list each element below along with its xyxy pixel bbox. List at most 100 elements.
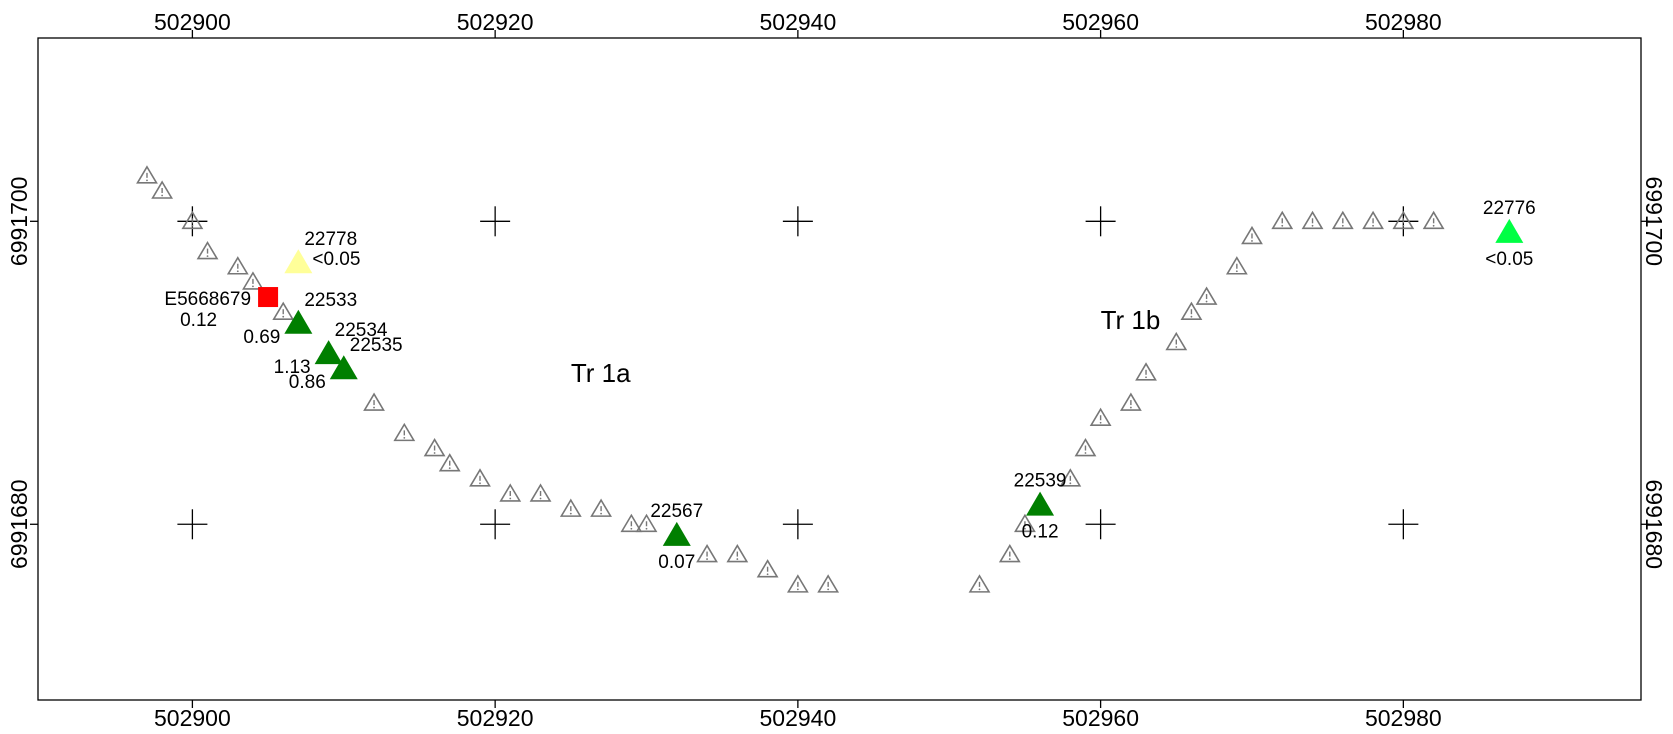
sample-point-warning-icon: [272, 301, 295, 320]
assay-sample-id: 22567: [650, 501, 703, 522]
grid-cross: [177, 509, 208, 540]
exclamation-dot: [403, 436, 406, 439]
exclamation-dot: [206, 255, 209, 257]
exclamation-dot: [479, 482, 481, 485]
assay-sample-id: 22533: [304, 290, 357, 311]
assay-sample-id: 22539: [1014, 471, 1067, 492]
exclamation-dot: [978, 588, 981, 591]
exclamation-dot: [1084, 452, 1087, 454]
sample-point-warning-icon: [529, 483, 552, 502]
triangle-outline: [363, 392, 385, 411]
exclamation-dot: [161, 194, 164, 197]
sample-point-warning-icon: [226, 256, 249, 275]
assay-value: 0.69: [243, 327, 280, 348]
triangle-outline: [136, 165, 158, 184]
exclamation-dot: [1129, 406, 1132, 409]
sample-point-warning-icon: [1241, 225, 1263, 245]
exclamation-dot: [1205, 300, 1208, 303]
sample-point-warning-icon: [1059, 468, 1082, 487]
exclamation-dot: [191, 224, 194, 227]
sample-point-warning-icon: [1225, 256, 1248, 275]
grid-cross: [1085, 206, 1116, 237]
exclamation-dot: [146, 179, 148, 182]
sample-point-warning-icon: [1362, 210, 1384, 230]
exclamation-dot: [282, 315, 285, 318]
x-tick-label-bottom: 502980: [1365, 705, 1442, 731]
assay-triangle-marker: [284, 249, 313, 274]
exclamation-dot: [1251, 240, 1253, 242]
grid-crosses: [177, 206, 1419, 540]
assay-point: 22776 <0.05: [1483, 198, 1536, 270]
exclamation-dot: [1175, 346, 1178, 348]
triangle-outline: [1089, 407, 1112, 427]
exclamation-dot: [1099, 421, 1102, 424]
assay-sample-id: 22534: [335, 320, 388, 341]
triangle-outline: [1014, 513, 1036, 533]
exclamation-dot: [1190, 315, 1193, 318]
sample-point-warning-icon: [438, 453, 461, 472]
axis-ticks: [30, 30, 1649, 708]
triangle-outline: [196, 241, 219, 260]
sample-point-warning-icon: [696, 544, 718, 563]
sample-point-warning-icon: [1271, 210, 1294, 230]
assay-value: 0.12: [1022, 522, 1059, 543]
x-tick-label-top: 502920: [457, 9, 534, 35]
assay-point: 22535 0.86: [289, 335, 403, 393]
triangle-outline: [423, 437, 446, 457]
triangle-outline: [1422, 210, 1445, 230]
sample-point-warning-icon: [1180, 301, 1203, 320]
triangle-outline: [151, 180, 174, 199]
x-tick-label-top: 502980: [1365, 9, 1442, 35]
exclamation-dot: [766, 573, 769, 576]
exclamation-dot: [569, 512, 572, 515]
triangle-outline: [438, 453, 461, 472]
exclamation-dot: [1372, 224, 1374, 227]
triangle-outline: [469, 468, 491, 487]
assay-point: 22567 0.07: [650, 501, 703, 573]
sample-point-warning-icon: [469, 468, 491, 487]
triangle-outline: [181, 210, 204, 230]
sample-point-warning-icon: [423, 437, 446, 457]
sample-point-warning-icon: [786, 574, 809, 593]
sample-point-warning-icon: [1014, 513, 1036, 533]
x-tick-label-top: 502900: [154, 9, 231, 35]
assay-value: 0.07: [658, 552, 695, 573]
sample-point-warning-icon: [1392, 210, 1415, 230]
exclamation-dot: [645, 527, 648, 530]
assay-point: 22534 1.13: [274, 320, 388, 378]
triangle-outline: [529, 483, 552, 502]
y-tick-label-left: 6991680: [6, 480, 32, 570]
triangle-outline: [620, 513, 643, 533]
exclamation-dot: [796, 588, 799, 591]
triangle-outline: [272, 301, 295, 320]
sample-point-warning-icon: [559, 498, 582, 517]
exclamation-dot: [1024, 527, 1026, 530]
assay-sample-id: 22776: [1483, 198, 1536, 219]
triangle-outline: [786, 574, 809, 593]
grid-cross: [782, 206, 813, 237]
triangle-outline: [1392, 210, 1415, 230]
exclamation-dot: [539, 497, 542, 500]
sample-point-warning-icon: [590, 498, 612, 517]
sample-point-warning-icon: [817, 574, 840, 593]
exclamation-dot: [706, 558, 708, 560]
assay-sample-id: 22778: [304, 229, 357, 250]
sample-point-warning-icon: [196, 241, 219, 260]
exclamation-dot: [448, 467, 451, 470]
assay-triangle-marker: [1026, 491, 1055, 516]
exclamation-dot: [827, 588, 830, 591]
assay-value: <0.05: [312, 249, 360, 270]
exclamation-dot: [736, 558, 739, 560]
triangle-outline: [499, 483, 522, 502]
exclamation-dot: [1432, 224, 1435, 227]
exclamation-dot: [252, 285, 254, 288]
grid-cross: [480, 206, 511, 237]
assay-point: 22539 0.12: [1014, 471, 1067, 543]
trench-label: Tr 1b: [1101, 305, 1161, 335]
assay-value: <0.05: [1485, 249, 1533, 270]
sample-point-warning-icon: [136, 165, 158, 184]
exclamation-dot: [236, 270, 239, 273]
